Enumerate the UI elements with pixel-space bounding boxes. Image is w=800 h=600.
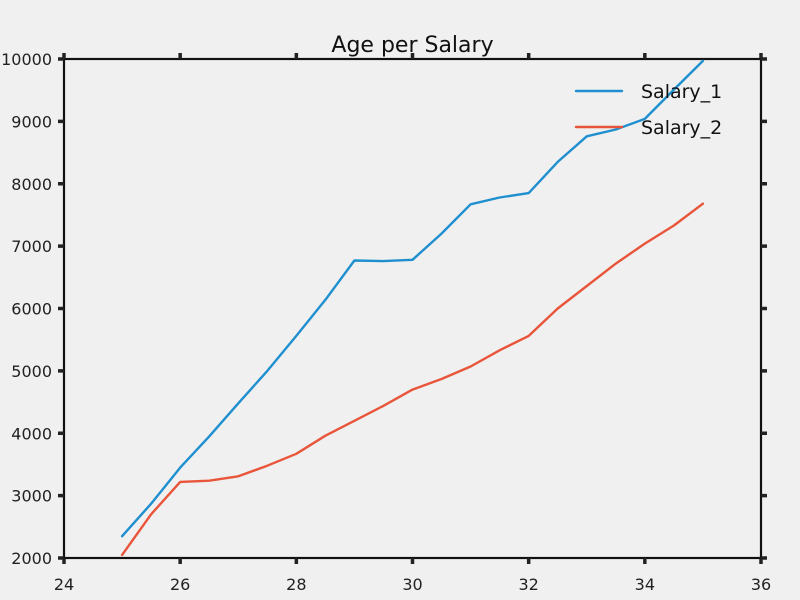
y-tick-label: 6000 (11, 300, 52, 319)
x-tick-label: 34 (635, 575, 655, 594)
plot-border (62, 57, 763, 560)
x-tick-label: 26 (170, 575, 190, 594)
y-tick-label: 5000 (11, 362, 52, 381)
y-tick-label: 9000 (11, 112, 52, 131)
x-tick-label: 32 (518, 575, 538, 594)
legend-label-salary_2: Salary_2 (641, 117, 722, 139)
x-tick-label: 36 (751, 575, 771, 594)
y-tick-label: 8000 (11, 175, 52, 194)
series-layer (120, 59, 705, 557)
y-tick-label: 4000 (11, 424, 52, 443)
plot-frame (62, 57, 763, 560)
y-tick-label: 2000 (11, 549, 52, 568)
ticks-layer (58, 53, 767, 564)
y-tick-label: 3000 (11, 487, 52, 506)
y-tick-label: 10000 (1, 50, 52, 69)
labels-layer: 24 26 28 30 32 34 36 2000 3000 4000 5000 6000 7000 80… (1, 50, 771, 594)
series-line-salary_1 (120, 59, 705, 538)
x-tick-label: 24 (54, 575, 74, 594)
series-line-salary_2 (120, 202, 705, 557)
legend: Salary_1 Salary_2 (574, 81, 722, 139)
chart-title: Age per Salary (331, 33, 493, 58)
x-tick-label: 30 (402, 575, 422, 594)
x-tick-label: 28 (286, 575, 306, 594)
y-tick-label: 7000 (11, 237, 52, 256)
legend-label-salary_1: Salary_1 (641, 81, 722, 103)
